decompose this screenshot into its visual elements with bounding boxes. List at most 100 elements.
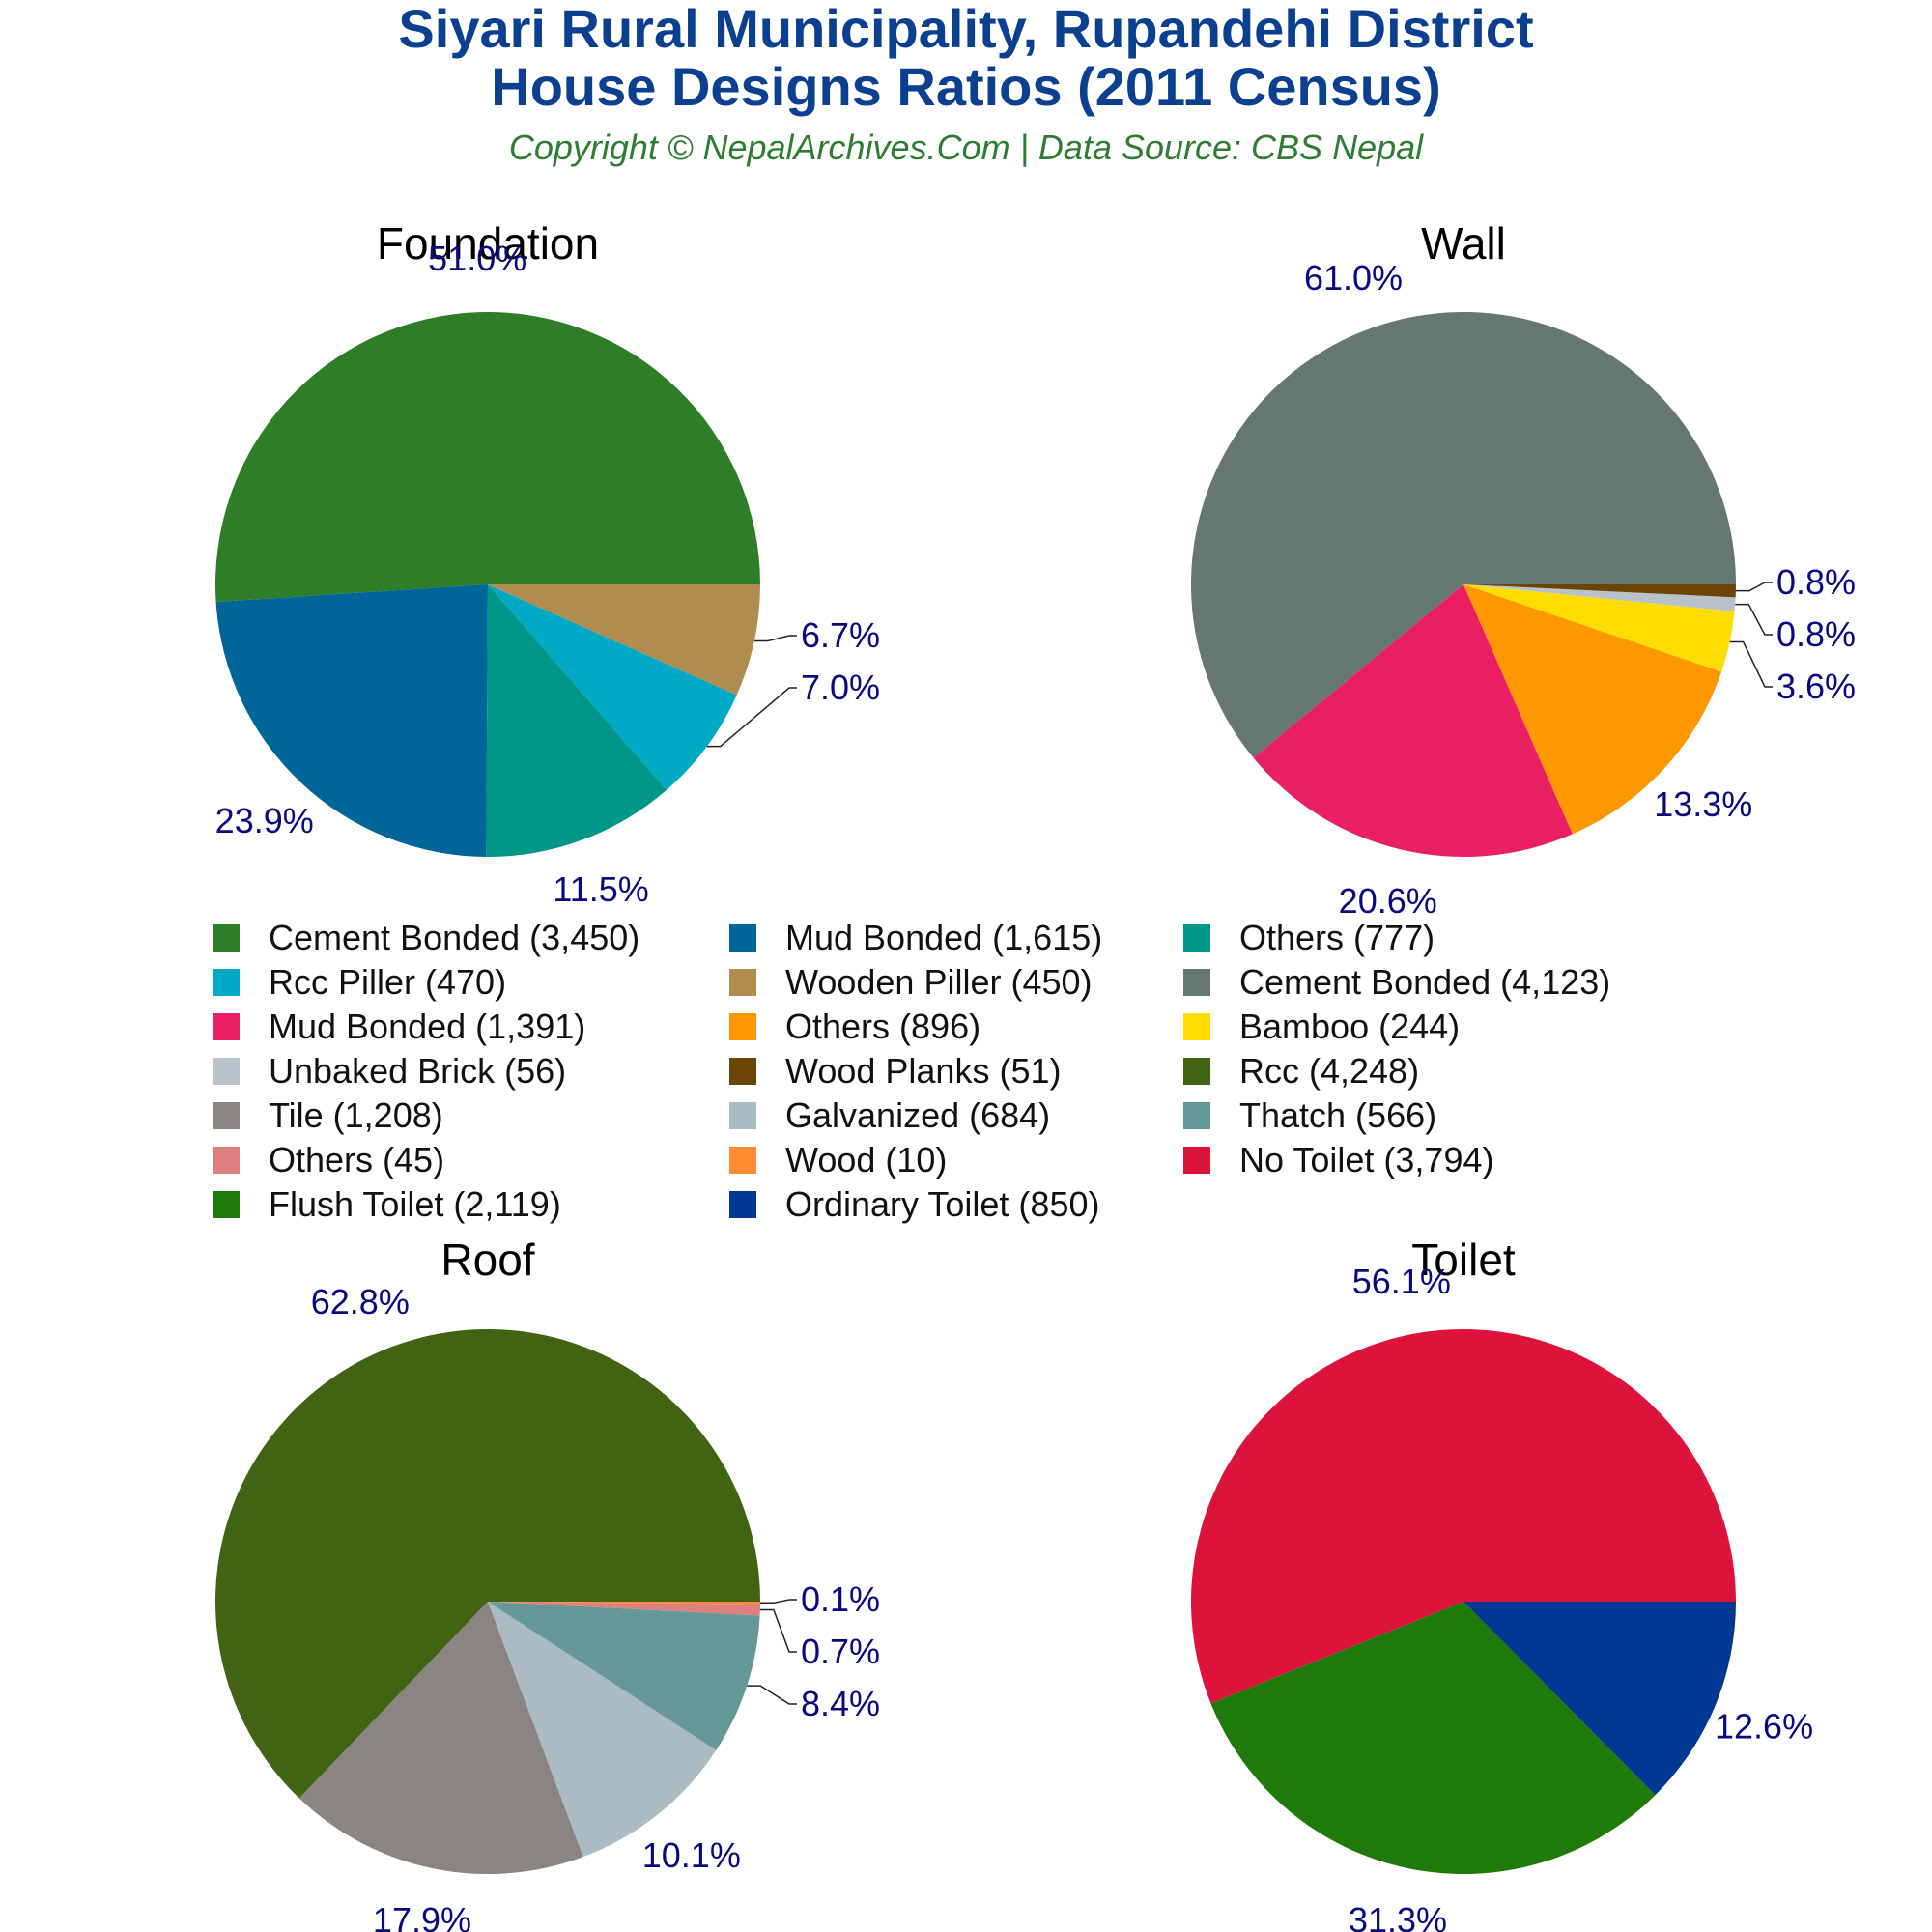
pie-slice (298, 1602, 583, 1874)
pie-leader-line (759, 1599, 797, 1605)
legend-item: Wood Planks (51) (729, 1049, 1183, 1094)
legend-swatch (213, 1191, 240, 1218)
pie-leader-line (1735, 603, 1773, 636)
pie-pct-label: 56.1% (1352, 1262, 1451, 1301)
pie-wall: Wall 61.0% 20.6% 13.3% 0.8% 0.8% 3.6% (1190, 218, 1856, 921)
pie-slice (1463, 584, 1736, 611)
legend-item: Wooden Piller (450) (729, 960, 1183, 1005)
pie-title: Foundation (377, 218, 599, 269)
legend-label: Others (896) (785, 1007, 981, 1046)
pie-slice (488, 584, 760, 696)
legend-swatch (729, 969, 756, 996)
legend-item: Flush Toilet (2,119) (213, 1182, 729, 1227)
pie-title: Wall (1421, 218, 1506, 269)
legend-item: Rcc (4,248) (1183, 1049, 1686, 1094)
legend-label: Wooden Piller (450) (785, 962, 1093, 1002)
pie-roof: Roof 62.8% 17.9% 10.1% 0.1% 0.7% 8.4% (214, 1235, 880, 1932)
legend-swatch (213, 969, 240, 996)
legend-item: Galvanized (684) (729, 1094, 1183, 1138)
pie-title: Toilet (1411, 1235, 1516, 1285)
legend-label: Cement Bonded (4,123) (1239, 962, 1611, 1002)
pie-slice (486, 584, 668, 857)
legend-swatch (729, 1191, 756, 1218)
legend-label: Mud Bonded (1,615) (785, 918, 1103, 957)
pie-pct-label: 61.0% (1304, 258, 1403, 298)
legend-label: Tile (1,208) (269, 1095, 443, 1135)
legend-label: Wood Planks (51) (785, 1051, 1062, 1091)
chart-header: Siyari Rural Municipality, Rupandehi Dis… (0, 0, 1932, 168)
legend-swatch (213, 1147, 240, 1174)
legend-label: Ordinary Toilet (850) (785, 1184, 1100, 1224)
legend-swatch (213, 924, 240, 952)
legend-swatch (213, 1013, 240, 1040)
legend-item: Mud Bonded (1,615) (729, 916, 1183, 960)
pie-slice (1191, 1328, 1736, 1704)
legend-item: Rcc Piller (470) (213, 960, 729, 1005)
legend-item: Thatch (566) (1183, 1094, 1686, 1138)
legend: Cement Bonded (3,450) Mud Bonded (1,615) O… (213, 916, 1719, 1227)
pie-slice (488, 1602, 760, 1616)
pie-slice (1253, 584, 1573, 857)
pie-slice (1463, 584, 1722, 835)
legend-item: No Toilet (3,794) (1183, 1138, 1686, 1182)
legend-item: Others (777) (1183, 916, 1686, 960)
legend-swatch (729, 1013, 756, 1040)
pie-pct-label: 12.6% (1715, 1707, 1813, 1747)
legend-item: Ordinary Toilet (850) (729, 1182, 1183, 1227)
legend-item: Cement Bonded (3,450) (213, 916, 729, 960)
pie-leader-line (747, 1685, 797, 1705)
legend-swatch (1183, 969, 1210, 996)
legend-item: Others (45) (213, 1138, 729, 1182)
legend-label: Bamboo (244) (1239, 1007, 1461, 1046)
pie-pct-label: 13.3% (1654, 784, 1752, 824)
legend-label: Rcc (4,248) (1239, 1051, 1420, 1091)
legend-label: Unbaked Brick (56) (269, 1051, 567, 1091)
pie-slice (1463, 1602, 1736, 1796)
legend-swatch (1183, 1102, 1210, 1129)
legend-swatch (213, 1102, 240, 1129)
chart-title-line-1: Siyari Rural Municipality, Rupandehi Dis… (398, 0, 1534, 59)
legend-label: Cement Bonded (3,450) (269, 918, 640, 957)
legend-swatch (729, 1058, 756, 1085)
pie-title: Roof (440, 1235, 534, 1285)
legend-swatch (1183, 1147, 1210, 1174)
legend-item: Unbaked Brick (56) (213, 1049, 729, 1094)
pie-slice (488, 1602, 760, 1605)
legend-label: Others (777) (1239, 918, 1435, 957)
legend-label: Flush Toilet (2,119) (269, 1184, 561, 1224)
legend-item: Mud Bonded (1,391) (213, 1005, 729, 1049)
pie-leader-line (1735, 582, 1773, 592)
pie-slice (1210, 1602, 1656, 1874)
pie-pct-label: 23.9% (215, 801, 314, 840)
legend-label: Thatch (566) (1239, 1095, 1437, 1135)
legend-item: Others (896) (729, 1005, 1183, 1049)
pie-pct-label: 62.8% (311, 1282, 410, 1321)
pie-slice (488, 1602, 760, 1750)
pie-leader-line (759, 1608, 797, 1653)
pie-slice (214, 1328, 761, 1799)
chart-subtitle: Copyright © NepalArchives.Com | Data Sou… (508, 128, 1424, 167)
pie-pct-label: 10.1% (642, 1835, 741, 1875)
legend-item: Cement Bonded (4,123) (1183, 960, 1686, 1005)
legend-swatch (1183, 1058, 1210, 1085)
legend-swatch (1183, 924, 1210, 952)
legend-swatch (213, 1058, 240, 1085)
legend-label: Rcc Piller (470) (269, 962, 507, 1002)
pie-pct-label: 0.1% (801, 1579, 880, 1619)
pie-pct-label: 0.8% (1776, 614, 1856, 654)
legend-swatch (729, 1147, 756, 1174)
legend-label: Mud Bonded (1,391) (269, 1007, 586, 1046)
legend-label: Galvanized (684) (785, 1095, 1051, 1135)
pie-slice (488, 1602, 717, 1858)
pie-slice (214, 311, 760, 603)
pie-pct-label: 51.0% (428, 239, 526, 278)
pie-pct-label: 11.5% (553, 869, 648, 909)
legend-label: Wood (10) (785, 1140, 948, 1179)
pie-pct-label: 0.8% (1776, 562, 1856, 602)
pie-pct-label: 0.7% (801, 1632, 880, 1671)
legend-swatch (729, 924, 756, 952)
pie-leader-line (753, 635, 797, 642)
